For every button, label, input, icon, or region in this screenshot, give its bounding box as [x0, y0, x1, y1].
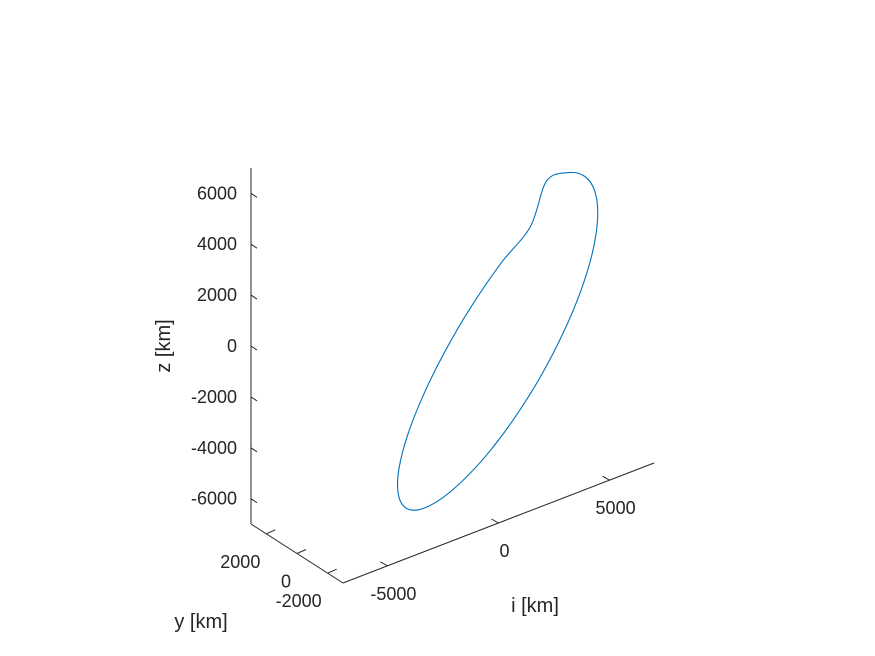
z-tick-mark — [250, 396, 258, 402]
y-tick-mark — [266, 529, 276, 535]
orbit-line — [396, 171, 599, 511]
z-axis: -6000 -4000 -2000 0 2000 4000 6000 z [km] — [153, 168, 258, 524]
y-tick-mark — [296, 549, 307, 554]
i-tick-mark — [380, 561, 388, 567]
z-tick-mark — [250, 345, 258, 351]
z-tick-label: -2000 — [191, 387, 237, 407]
series-layer — [396, 171, 599, 511]
y-tick-label: -2000 — [276, 591, 322, 611]
i-axis-label: i [km] — [511, 595, 559, 617]
y-tick-label: 0 — [281, 572, 291, 592]
z-tick-mark — [250, 294, 258, 300]
i-tick-label: 5000 — [596, 498, 636, 518]
i-tick-mark — [491, 518, 499, 524]
z-tick-mark — [250, 447, 258, 453]
z-tick-mark — [250, 192, 258, 198]
z-tick-label: 0 — [227, 336, 237, 356]
i-tick-mark — [602, 475, 610, 481]
i-tick-label: 0 — [499, 541, 509, 561]
y-axis-label: y [km] — [174, 611, 227, 633]
z-tick-label: 6000 — [197, 183, 237, 203]
y-tick-mark — [327, 568, 337, 574]
z-tick-mark — [250, 498, 258, 504]
z-tick-label: -6000 — [191, 489, 237, 509]
z-tick-label: -4000 — [191, 438, 237, 458]
z-tick-mark — [250, 243, 258, 249]
y-tick-label: 2000 — [220, 552, 260, 572]
i-axis: -5000 0 5000 i [km] — [342, 462, 655, 617]
z-tick-label: 2000 — [197, 285, 237, 305]
z-axis-label: z [km] — [153, 319, 175, 372]
i-tick-label: -5000 — [370, 584, 416, 604]
z-tick-label: 4000 — [197, 234, 237, 254]
